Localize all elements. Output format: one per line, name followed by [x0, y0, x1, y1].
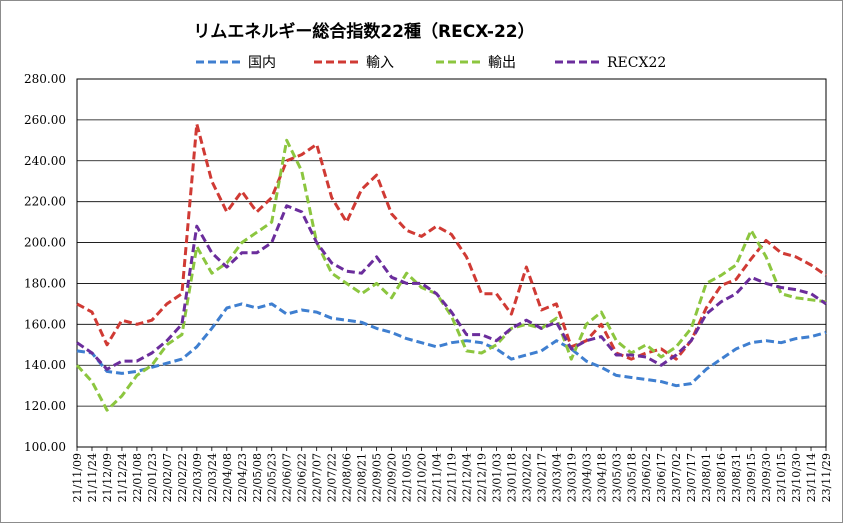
y-tick-label: 240.00: [24, 154, 66, 168]
y-tick-label: 120.00: [24, 399, 66, 413]
x-tick-label: 21/12/24: [116, 453, 129, 502]
x-tick-label: 23/02/17: [535, 453, 548, 502]
x-tick-label: 22/10/05: [401, 453, 414, 502]
x-tick-label: 22/01/08: [131, 453, 144, 502]
x-axis: 21/11/09 21/11/24 21/12/09 21/12/24 22/01/08…: [71, 447, 833, 502]
x-tick-label: 22/07/22: [326, 453, 339, 502]
x-tick-label: 22/10/20: [416, 453, 429, 502]
x-tick-label: 22/05/23: [266, 453, 279, 502]
x-tick-label: 23/08/01: [700, 453, 713, 502]
y-tick-label: 280.00: [24, 72, 66, 86]
y-tick-label: 220.00: [24, 195, 66, 209]
y-tick-label: 160.00: [24, 317, 66, 331]
series-line-1: [76, 122, 827, 361]
x-tick-label: 23/10/30: [790, 453, 803, 502]
x-tick-label: 22/09/05: [371, 453, 384, 502]
x-tick-label: 22/03/09: [191, 453, 204, 502]
x-tick-label: 22/02/22: [176, 453, 189, 502]
x-tick-label: 23/09/15: [745, 453, 758, 502]
x-tick-label: 21/12/09: [101, 453, 114, 502]
x-tick-label: 22/09/20: [386, 453, 399, 502]
series-line-2: [75, 138, 827, 412]
x-tick-label: 23/04/03: [580, 453, 593, 502]
x-tick-label: 22/08/06: [341, 453, 354, 502]
y-tick-label: 200.00: [24, 236, 66, 250]
x-tick-label: 22/06/07: [281, 453, 294, 502]
x-tick-label: 23/11/14: [805, 453, 818, 502]
plot-border: [76, 78, 827, 448]
x-tick-label: 23/08/31: [730, 453, 743, 502]
x-tick-label: 23/06/02: [640, 453, 653, 502]
x-tick-label: 23/10/15: [775, 453, 788, 502]
gridlines: [76, 78, 827, 448]
x-tick-label: 23/07/17: [685, 453, 698, 502]
x-tick-label: 22/03/24: [206, 453, 219, 502]
legend-label-1: 輸入: [366, 55, 394, 71]
x-tick-label: 23/02/02: [520, 453, 533, 502]
legend: 国内 輸入 輸出 RECX22: [196, 55, 666, 71]
y-tick-label: 260.00: [24, 113, 66, 127]
x-tick-label: 22/04/08: [221, 453, 234, 502]
series-line-0: [76, 302, 827, 388]
x-tick-label: 22/08/21: [356, 453, 369, 502]
x-tick-label: 22/07/07: [311, 453, 324, 502]
x-tick-label: 23/04/18: [595, 453, 608, 502]
y-tick-label: 100.00: [24, 440, 66, 454]
x-tick-label: 23/07/02: [670, 453, 683, 502]
x-tick-label: 22/11/04: [431, 453, 444, 502]
x-tick-label: 23/03/19: [565, 453, 578, 502]
x-tick-label: 23/01/03: [490, 453, 503, 502]
chart-title: リムエネルギー総合指数22種（RECX-22）: [193, 21, 534, 42]
legend-label-0: 国内: [248, 55, 276, 71]
x-tick-label: 23/03/04: [550, 453, 563, 502]
plot-area: [75, 122, 827, 412]
x-tick-label: 23/01/18: [505, 453, 518, 502]
x-tick-label: 23/05/18: [625, 453, 638, 502]
x-tick-label: 23/05/03: [610, 453, 623, 502]
y-tick-label: 140.00: [24, 358, 66, 372]
x-tick-label: 22/02/07: [161, 453, 174, 502]
x-tick-label: 23/06/17: [655, 453, 668, 502]
legend-label-3: RECX22: [607, 55, 666, 71]
y-axis: 100.00 120.00 140.00 160.00 180.00 200.00 220.…: [24, 72, 66, 454]
series-line-3: [76, 204, 827, 371]
y-tick-label: 180.00: [24, 276, 66, 290]
x-tick-label: 23/11/29: [820, 453, 833, 502]
x-tick-label: 22/05/08: [251, 453, 264, 502]
x-tick-label: 22/06/22: [296, 453, 309, 502]
x-tick-label: 22/01/23: [146, 453, 159, 502]
x-tick-label: 23/08/16: [715, 453, 728, 502]
x-tick-label: 21/11/24: [86, 453, 99, 502]
x-tick-label: 21/11/09: [71, 453, 84, 502]
x-tick-label: 22/12/19: [475, 453, 488, 502]
x-tick-label: 23/09/30: [760, 453, 773, 502]
legend-label-2: 輸出: [488, 55, 516, 71]
x-tick-label: 22/11/19: [446, 453, 459, 502]
x-tick-label: 22/04/23: [236, 453, 249, 502]
x-tick-label: 22/12/04: [460, 453, 473, 502]
